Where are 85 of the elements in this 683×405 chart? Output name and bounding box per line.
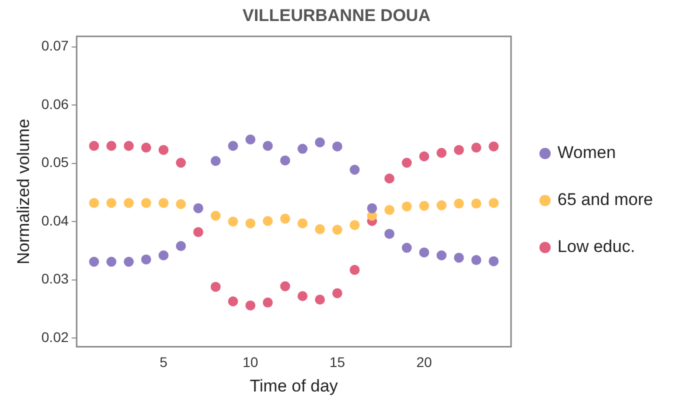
- point: [141, 198, 152, 208]
- point: [158, 250, 169, 260]
- point: [262, 216, 273, 226]
- point: [314, 224, 325, 234]
- point: [384, 228, 394, 239]
- point: [262, 140, 273, 151]
- point: [298, 144, 308, 154]
- point: [124, 256, 134, 267]
- point: [488, 256, 499, 266]
- point: [245, 134, 256, 144]
- point: [314, 137, 325, 148]
- legend-label: 65 and more: [558, 190, 653, 210]
- point: [436, 200, 447, 210]
- point: [89, 198, 100, 208]
- point: [471, 255, 482, 266]
- point: [350, 220, 360, 230]
- y-tick-label: 0.07: [41, 38, 69, 54]
- point: [158, 198, 169, 208]
- point: [350, 264, 360, 275]
- point: [176, 199, 186, 210]
- point: [262, 298, 273, 308]
- point: [176, 241, 186, 252]
- y-axis-title: Normalized volume: [14, 118, 33, 264]
- point: [245, 300, 256, 310]
- point: [228, 140, 238, 151]
- point: [106, 198, 116, 208]
- x-tick-label: 5: [160, 354, 168, 370]
- point: [402, 158, 412, 168]
- point: [141, 254, 152, 264]
- point: [298, 291, 308, 302]
- point: [280, 214, 290, 224]
- point: [454, 198, 464, 209]
- point: [419, 151, 430, 162]
- point: [367, 203, 378, 214]
- y-tick-label: 0.02: [41, 328, 69, 345]
- y-tick-label: 0.06: [41, 96, 69, 112]
- y-tick-label: 0.04: [41, 212, 69, 228]
- point: [436, 148, 447, 158]
- point: [176, 158, 186, 168]
- point: [193, 203, 204, 214]
- point: [298, 218, 308, 228]
- point: [454, 252, 464, 263]
- point: [124, 198, 134, 208]
- point: [106, 256, 116, 267]
- x-tick-label: 20: [416, 354, 432, 370]
- point: [210, 282, 221, 292]
- point: [124, 140, 134, 151]
- point: [488, 141, 499, 152]
- legend-label: Women: [558, 143, 616, 162]
- point: [454, 144, 464, 155]
- point: [471, 198, 482, 209]
- y-tick-label: 0.05: [41, 154, 69, 170]
- point: [332, 224, 342, 235]
- point: [419, 247, 430, 258]
- point: [402, 242, 412, 253]
- point: [280, 281, 290, 292]
- point: [314, 294, 325, 305]
- point: [419, 200, 430, 211]
- point: [89, 256, 100, 267]
- point: [488, 198, 499, 208]
- point: [210, 210, 221, 221]
- point: [193, 227, 204, 238]
- chart-title: VILLEURBANNE DOUA: [242, 6, 430, 25]
- point: [228, 296, 238, 306]
- point: [228, 216, 238, 227]
- point: [471, 142, 482, 153]
- point: [384, 204, 394, 215]
- x-tick-label: 15: [330, 354, 346, 370]
- point: [402, 201, 412, 212]
- point: [106, 140, 116, 151]
- point: [158, 144, 169, 155]
- point: [332, 288, 342, 298]
- x-tick-label: 10: [242, 354, 258, 370]
- point: [245, 218, 256, 228]
- point: [384, 173, 394, 184]
- point: [89, 140, 100, 151]
- point: [350, 164, 360, 175]
- point: [436, 250, 447, 260]
- legend-label: Low educ.: [558, 237, 636, 256]
- point: [280, 155, 290, 166]
- point: [210, 156, 221, 166]
- point: [141, 142, 152, 153]
- y-tick-label: 0.03: [41, 270, 69, 287]
- point: [332, 141, 342, 152]
- x-axis-title: Time of day: [250, 376, 338, 396]
